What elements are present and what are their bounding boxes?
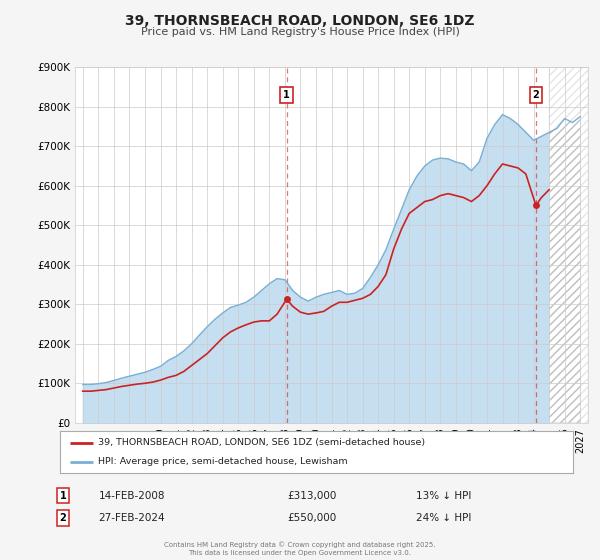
Text: 39, THORNSBEACH ROAD, LONDON, SE6 1DZ: 39, THORNSBEACH ROAD, LONDON, SE6 1DZ xyxy=(125,14,475,28)
Text: 39, THORNSBEACH ROAD, LONDON, SE6 1DZ (semi-detached house): 39, THORNSBEACH ROAD, LONDON, SE6 1DZ (s… xyxy=(98,438,425,447)
Text: £550,000: £550,000 xyxy=(287,513,337,523)
Text: £313,000: £313,000 xyxy=(287,491,337,501)
Text: Contains HM Land Registry data © Crown copyright and database right 2025.
This d: Contains HM Land Registry data © Crown c… xyxy=(164,541,436,556)
Text: 13% ↓ HPI: 13% ↓ HPI xyxy=(416,491,472,501)
Text: 24% ↓ HPI: 24% ↓ HPI xyxy=(416,513,472,523)
Text: HPI: Average price, semi-detached house, Lewisham: HPI: Average price, semi-detached house,… xyxy=(98,458,348,466)
Text: 27-FEB-2024: 27-FEB-2024 xyxy=(98,513,166,523)
Text: 1: 1 xyxy=(59,491,67,501)
Text: 14-FEB-2008: 14-FEB-2008 xyxy=(99,491,165,501)
Text: 2: 2 xyxy=(533,90,539,100)
Text: Price paid vs. HM Land Registry's House Price Index (HPI): Price paid vs. HM Land Registry's House … xyxy=(140,27,460,37)
Text: 1: 1 xyxy=(283,90,290,100)
Text: 2: 2 xyxy=(59,513,67,523)
